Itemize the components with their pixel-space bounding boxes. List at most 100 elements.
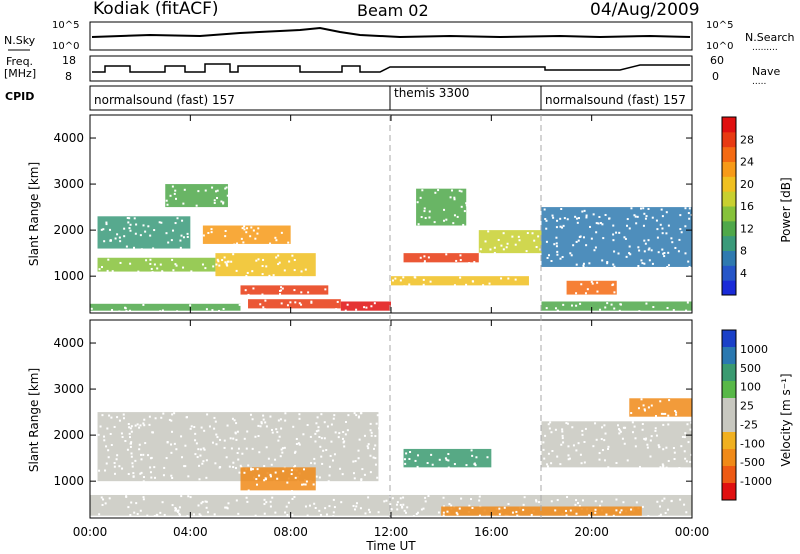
heatmap-gap bbox=[179, 239, 182, 242]
heatmap-gap bbox=[672, 447, 675, 450]
heatmap-gap bbox=[124, 440, 127, 443]
heatmap-gap bbox=[234, 431, 237, 434]
heatmap-gap bbox=[647, 207, 650, 210]
nave-dots: ..... bbox=[752, 77, 766, 87]
heatmap-gap bbox=[259, 425, 262, 428]
nsky-tick-top: 10^5 bbox=[52, 20, 79, 31]
heatmap-gap bbox=[355, 308, 358, 311]
heatmap-gap bbox=[665, 466, 668, 469]
heatmap-gap bbox=[575, 217, 578, 220]
heatmap-region bbox=[165, 184, 228, 208]
heatmap-gap bbox=[186, 232, 189, 235]
heatmap-gap bbox=[285, 505, 288, 508]
heatmap-gap bbox=[590, 280, 593, 283]
heatmap-gap bbox=[660, 208, 663, 211]
heatmap-gap bbox=[479, 252, 482, 255]
heatmap-gap bbox=[151, 271, 154, 274]
heatmap-gap bbox=[346, 429, 349, 432]
heatmap-gap bbox=[245, 231, 248, 234]
heatmap-gap bbox=[220, 200, 223, 203]
colorbar-swatch bbox=[722, 265, 736, 281]
heatmap-gap bbox=[132, 475, 135, 478]
heatmap-gap bbox=[633, 214, 636, 217]
heatmap-gap bbox=[129, 262, 132, 265]
heatmap-gap bbox=[149, 471, 152, 474]
heatmap-gap bbox=[102, 498, 105, 501]
heatmap-gap bbox=[666, 266, 669, 269]
heatmap-gap bbox=[661, 227, 664, 230]
heatmap-gap bbox=[369, 454, 372, 457]
heatmap-gap bbox=[650, 435, 653, 438]
cpid-segment-label: normalsound (fast) 157 bbox=[94, 93, 235, 107]
heatmap-gap bbox=[294, 476, 297, 479]
heatmap-gap bbox=[572, 244, 575, 247]
heatmap-gap bbox=[621, 437, 624, 440]
heatmap-gap bbox=[579, 453, 582, 456]
heatmap-gap bbox=[619, 303, 622, 306]
heatmap-gap bbox=[678, 238, 681, 241]
heatmap-gap bbox=[199, 448, 202, 451]
heatmap-gap bbox=[269, 242, 272, 245]
heatmap-gap bbox=[244, 289, 247, 292]
heatmap-gap bbox=[604, 459, 607, 462]
nsky-panel: N.Sky 10^5 10^0 N.Search ......... 10^5 … bbox=[4, 20, 795, 53]
heatmap-gap bbox=[403, 509, 406, 512]
heatmap-gap bbox=[354, 460, 357, 463]
heatmap-gap bbox=[634, 215, 637, 218]
heatmap-gap bbox=[550, 500, 553, 503]
heatmap-gap bbox=[127, 473, 130, 476]
heatmap-gap bbox=[210, 231, 213, 234]
heatmap-gap bbox=[288, 260, 291, 263]
heatmap-gap bbox=[279, 293, 282, 296]
nsearch-label: N.Search bbox=[745, 31, 795, 44]
heatmap-gap bbox=[502, 248, 505, 251]
heatmap-gap bbox=[254, 237, 257, 240]
heatmap-gap bbox=[175, 264, 178, 267]
heatmap-gap bbox=[264, 421, 267, 424]
heatmap-gap bbox=[507, 277, 510, 280]
heatmap-gap bbox=[445, 458, 448, 461]
heatmap-gap bbox=[107, 456, 110, 459]
heatmap-gap bbox=[396, 501, 399, 504]
heatmap-gap bbox=[594, 500, 597, 503]
heatmap-gap bbox=[551, 214, 554, 217]
heatmap-gap bbox=[419, 196, 422, 199]
heatmap-gap bbox=[269, 473, 272, 476]
heatmap-gap bbox=[401, 506, 404, 509]
heatmap-gap bbox=[465, 283, 468, 286]
heatmap-gap bbox=[344, 433, 347, 436]
heatmap-gap bbox=[224, 506, 227, 509]
freq-tick-bottom: 8 bbox=[65, 70, 72, 83]
heatmap-gap bbox=[197, 190, 200, 193]
heatmap-gap bbox=[651, 262, 654, 265]
heatmap-gap bbox=[225, 506, 228, 509]
heatmap-gap bbox=[417, 454, 420, 457]
heatmap-gap bbox=[363, 434, 366, 437]
heatmap-gap bbox=[556, 455, 559, 458]
heatmap-gap bbox=[647, 239, 650, 242]
power-colorbar-label: Power [dB] bbox=[779, 177, 793, 242]
heatmap-gap bbox=[145, 259, 148, 262]
heatmap-gap bbox=[131, 462, 134, 465]
colorbar-swatch bbox=[722, 191, 736, 207]
heatmap-gap bbox=[158, 221, 161, 224]
heatmap-gap bbox=[593, 249, 596, 252]
heatmap-gap bbox=[451, 189, 454, 192]
heatmap-gap bbox=[332, 417, 335, 420]
heatmap-gap bbox=[673, 451, 676, 454]
heatmap-gap bbox=[685, 460, 688, 463]
heatmap-gap bbox=[178, 506, 181, 509]
heatmap-gap bbox=[330, 423, 333, 426]
heatmap-gap bbox=[108, 414, 111, 417]
heatmap-gap bbox=[298, 302, 301, 305]
heatmap-gap bbox=[437, 511, 440, 514]
heatmap-gap bbox=[106, 427, 109, 430]
heatmap-gap bbox=[161, 501, 164, 504]
heatmap-gap bbox=[612, 224, 615, 227]
heatmap-gap bbox=[228, 465, 231, 468]
heatmap-gap bbox=[239, 464, 242, 467]
heatmap-gap bbox=[422, 283, 425, 286]
heatmap-gap bbox=[130, 501, 133, 504]
heatmap-gap bbox=[550, 431, 553, 434]
heatmap-gap bbox=[511, 235, 514, 238]
